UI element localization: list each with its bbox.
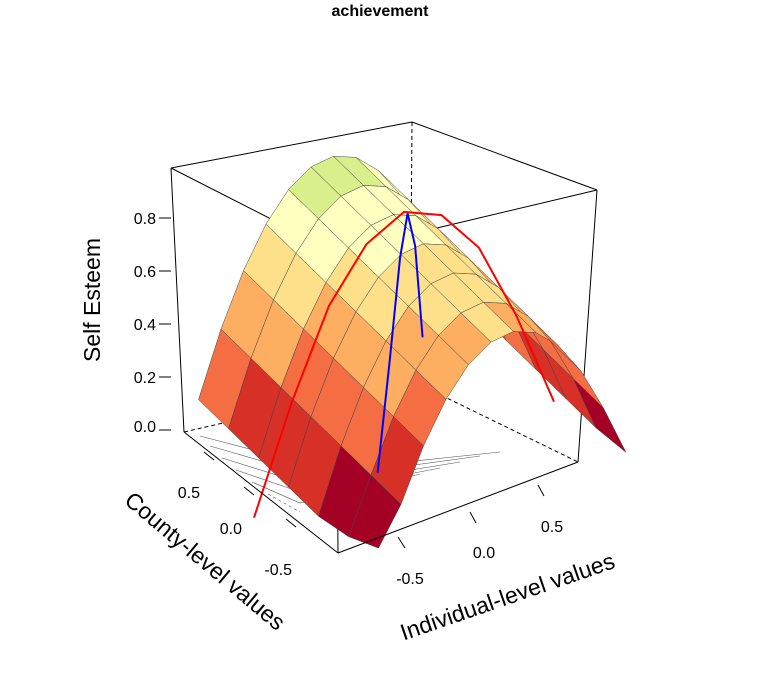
box-edge	[337, 461, 579, 554]
z-axis	[159, 217, 171, 431]
box-edge	[411, 121, 598, 191]
x-tick-label: 0.0	[473, 545, 495, 562]
blue-curve	[376, 213, 424, 473]
z-tick-label: 0.8	[134, 211, 156, 228]
z-tick-label: 0.4	[134, 317, 156, 334]
z-tick-label: 0.0	[134, 419, 156, 436]
x-tick-label: 0.5	[541, 519, 563, 536]
box-edge	[170, 121, 413, 169]
y-tick-label: 0.0	[220, 521, 242, 538]
y-tick	[243, 486, 255, 496]
z-tick-label: 0.6	[134, 264, 156, 281]
box-edge	[183, 431, 339, 554]
x-tick	[537, 484, 545, 497]
y-axis	[203, 451, 297, 528]
x-tick-label: -0.5	[396, 571, 424, 588]
plot-box-front	[183, 431, 579, 554]
surface-facet	[573, 378, 627, 453]
x-axis-label: Individual-level values	[397, 548, 618, 646]
z-tick-label: 0.2	[134, 370, 156, 387]
z-axis-label: Self Esteem	[79, 238, 105, 362]
y-tick	[203, 451, 215, 461]
box-edge	[577, 189, 598, 463]
y-tick-label: 0.5	[178, 485, 200, 502]
curves	[253, 210, 555, 519]
chart-title: achievement	[332, 3, 430, 20]
box-edge	[170, 167, 185, 433]
x-tick	[469, 511, 477, 524]
y-tick-label: -0.5	[264, 562, 292, 579]
red-curve	[253, 210, 555, 519]
y-tick	[285, 518, 297, 528]
x-axis	[397, 484, 545, 549]
x-tick	[397, 536, 406, 549]
y-axis-label: County-level values	[120, 486, 290, 635]
